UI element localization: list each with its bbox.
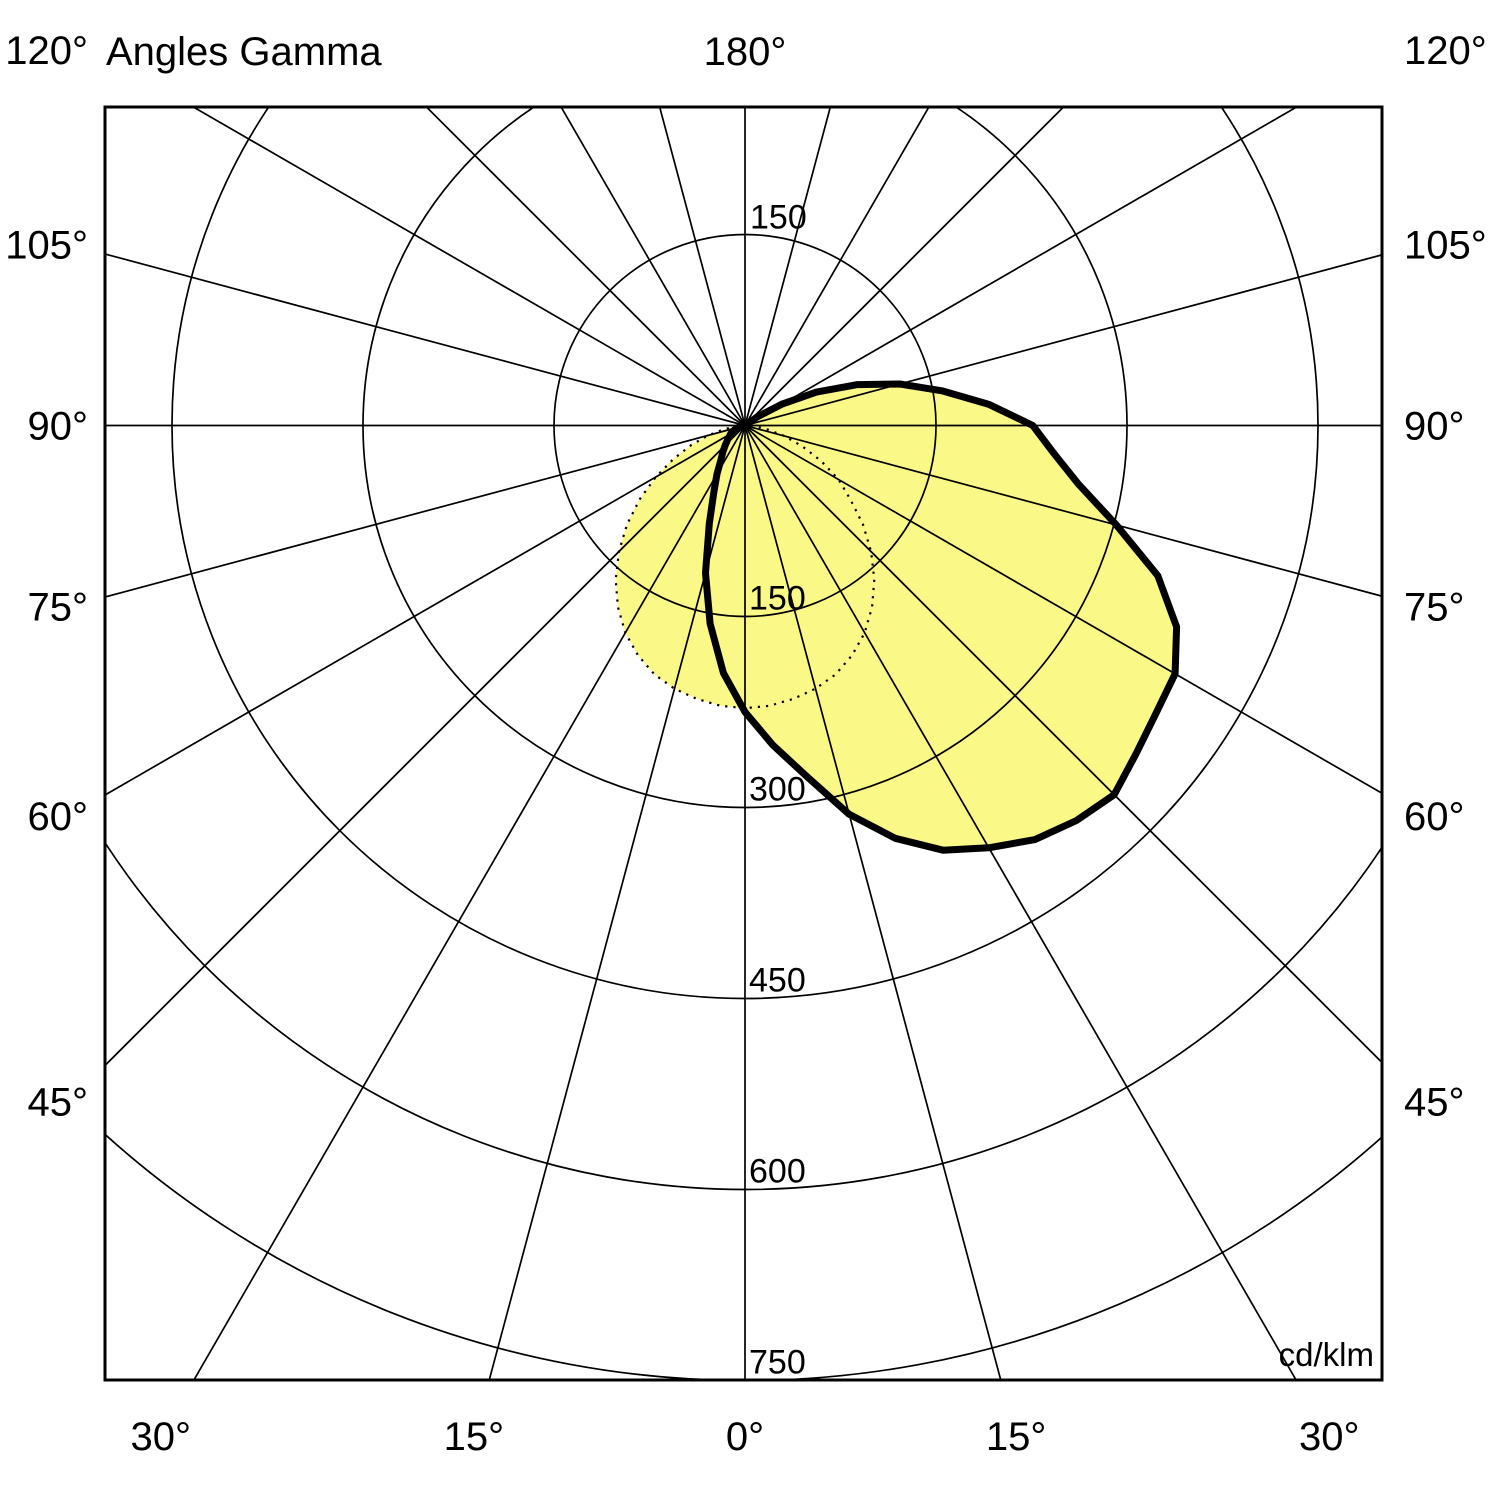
gamma-spoke [105,424,746,1067]
gamma-spoke [105,424,746,598]
unit-label: cd/klm [1279,1336,1374,1373]
gamma-spoke [488,425,746,1380]
gamma-spoke [191,107,746,427]
ring-label: 300 [749,771,806,809]
ring-label: 450 [749,962,806,1000]
gamma-spoke [744,424,1382,598]
ring-label-upper: 150 [750,199,807,237]
intensity-ring [171,107,1319,1000]
gamma-label-bottom: 15° [986,1415,1047,1459]
gamma-label-right: 120° [1404,29,1487,73]
gamma-label-left: 120° [5,29,88,73]
axis-labels-layer: 150 300 450 600 750 150 30° 15° 0° 15° 30° 120° 120°… [5,29,1486,1459]
gamma-label-left: 45° [28,1081,89,1125]
gamma-spoke [560,107,746,426]
gamma-spoke [658,107,746,426]
gamma-spoke [744,253,1382,427]
gamma-label-left: 105° [5,223,88,267]
gamma-spoke [744,107,1299,427]
gamma-label-left: 75° [28,586,89,630]
intensity-ring [553,233,937,618]
gamma-label-right: 75° [1404,586,1465,630]
intensity-curves-layer [614,380,1181,854]
gamma-spoke [744,107,832,426]
top-angle-label: 180° [704,30,787,74]
chart-frame [103,105,1384,1382]
intensity-fill-layer [615,384,1177,851]
gamma-label-bottom: 30° [1299,1415,1360,1459]
gamma-spoke [105,424,746,796]
gamma-spoke [744,425,1002,1380]
gamma-label-right: 105° [1404,223,1487,267]
gamma-spoke [105,253,746,427]
intensity-ring [105,840,1382,1191]
ring-label: 750 [749,1344,806,1382]
curve-c0-c180-solid [702,380,1181,854]
gamma-spoke [425,107,746,427]
gamma-label-left: 90° [28,405,89,449]
intensity-ring [362,107,1128,809]
gamma-label-bottom: 0° [726,1415,764,1459]
gamma-spoke [744,107,1065,427]
ring-label: 150 [749,580,806,618]
chart-title: Angles Gamma [106,30,382,74]
gamma-spoke [744,107,930,426]
gamma-label-bottom: 30° [130,1415,191,1459]
gamma-spoke [744,424,1382,1064]
gamma-spoke [744,424,1382,795]
gamma-label-left: 60° [28,795,89,839]
gamma-spoke [192,425,746,1380]
gamma-label-right: 90° [1404,405,1465,449]
ring-label: 600 [749,1153,806,1191]
gamma-label-bottom: 15° [444,1415,505,1459]
gamma-label-right: 45° [1404,1081,1465,1125]
gamma-label-right: 60° [1404,795,1465,839]
gamma-spoke [744,425,1298,1380]
